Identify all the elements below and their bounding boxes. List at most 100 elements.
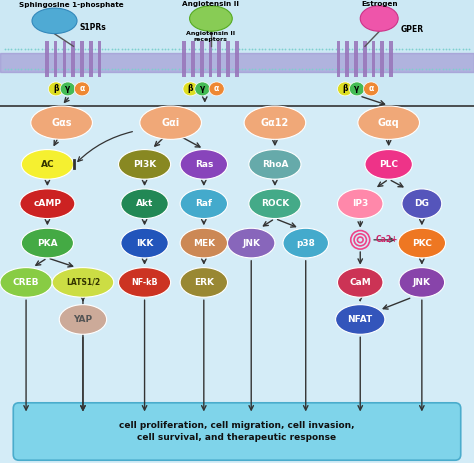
Bar <box>337 41 340 77</box>
Ellipse shape <box>140 106 201 139</box>
Ellipse shape <box>180 150 228 179</box>
Text: β: β <box>188 84 193 94</box>
Ellipse shape <box>118 268 171 297</box>
Text: JNK: JNK <box>413 278 431 287</box>
Ellipse shape <box>195 82 210 96</box>
Ellipse shape <box>21 150 73 179</box>
Text: Ca2+: Ca2+ <box>376 235 398 244</box>
Ellipse shape <box>183 82 198 96</box>
Ellipse shape <box>402 189 442 219</box>
Ellipse shape <box>74 82 90 96</box>
Bar <box>372 41 375 77</box>
Bar <box>98 41 101 77</box>
Text: γ: γ <box>65 84 71 94</box>
Bar <box>345 41 349 77</box>
Text: MEK: MEK <box>193 238 215 248</box>
Ellipse shape <box>0 268 52 297</box>
Text: Gαq: Gαq <box>378 118 400 128</box>
Text: Angiotensin II
receptors: Angiotensin II receptors <box>186 31 236 42</box>
Bar <box>45 41 49 77</box>
Ellipse shape <box>337 189 383 219</box>
Ellipse shape <box>180 268 228 297</box>
Ellipse shape <box>121 189 168 219</box>
Text: DG: DG <box>414 199 429 208</box>
Ellipse shape <box>337 82 353 96</box>
Bar <box>209 41 212 77</box>
Text: PKC: PKC <box>412 238 432 248</box>
Text: β: β <box>53 84 59 94</box>
Ellipse shape <box>31 106 92 139</box>
Bar <box>200 41 204 77</box>
Bar <box>71 41 75 77</box>
Text: PLC: PLC <box>379 160 398 169</box>
Ellipse shape <box>190 6 232 31</box>
Ellipse shape <box>209 82 224 96</box>
Text: β: β <box>342 84 348 94</box>
Text: PI3K: PI3K <box>133 160 156 169</box>
Ellipse shape <box>121 228 168 258</box>
Text: α: α <box>214 84 219 94</box>
Text: IP3: IP3 <box>352 199 368 208</box>
Text: γ: γ <box>200 84 205 94</box>
Bar <box>63 41 66 77</box>
Text: Angiotensin II: Angiotensin II <box>182 0 239 6</box>
Text: α: α <box>368 84 374 94</box>
Ellipse shape <box>249 189 301 219</box>
Bar <box>89 41 92 77</box>
Ellipse shape <box>20 189 75 219</box>
Text: Akt: Akt <box>136 199 153 208</box>
Ellipse shape <box>180 228 228 258</box>
Bar <box>380 41 384 77</box>
Text: GPER: GPER <box>401 25 424 34</box>
Ellipse shape <box>60 82 75 96</box>
FancyBboxPatch shape <box>0 0 474 106</box>
Text: AC: AC <box>41 160 54 169</box>
Text: Raf: Raf <box>195 199 212 208</box>
Ellipse shape <box>364 82 379 96</box>
Bar <box>182 41 186 77</box>
Text: S1PRs: S1PRs <box>79 23 106 32</box>
Text: ERK: ERK <box>194 278 214 287</box>
Ellipse shape <box>244 106 306 139</box>
Bar <box>235 41 239 77</box>
Text: α: α <box>79 84 85 94</box>
Bar <box>191 41 195 77</box>
Ellipse shape <box>283 228 328 258</box>
Ellipse shape <box>228 228 275 258</box>
Bar <box>54 41 57 77</box>
Ellipse shape <box>180 189 228 219</box>
Ellipse shape <box>337 268 383 297</box>
Text: cAMP: cAMP <box>33 199 62 208</box>
Ellipse shape <box>349 82 365 96</box>
Text: NF-kB: NF-kB <box>131 278 158 287</box>
Text: PKA: PKA <box>37 238 58 248</box>
Ellipse shape <box>365 150 412 179</box>
Text: NFAT: NFAT <box>347 315 373 324</box>
Ellipse shape <box>336 305 385 334</box>
Text: Estrogen: Estrogen <box>361 0 398 6</box>
FancyBboxPatch shape <box>13 403 461 460</box>
Ellipse shape <box>59 305 107 334</box>
Text: LATS1/2: LATS1/2 <box>66 278 100 287</box>
Text: cell proliferation, cell migration, cell invasion,
cell survival, and therapeuti: cell proliferation, cell migration, cell… <box>119 421 355 442</box>
FancyBboxPatch shape <box>0 106 474 463</box>
Ellipse shape <box>48 82 64 96</box>
Ellipse shape <box>360 6 398 31</box>
Text: CaM: CaM <box>349 278 371 287</box>
Text: ROCK: ROCK <box>261 199 289 208</box>
Ellipse shape <box>32 8 77 34</box>
Bar <box>226 41 230 77</box>
Text: CREB: CREB <box>13 278 39 287</box>
Text: Gα12: Gα12 <box>261 118 289 128</box>
Bar <box>389 41 393 77</box>
Text: Sphingosine 1-phosphate: Sphingosine 1-phosphate <box>19 2 124 8</box>
Text: IKK: IKK <box>136 238 153 248</box>
Text: YAP: YAP <box>73 315 92 324</box>
Bar <box>80 41 84 77</box>
Text: RhoA: RhoA <box>262 160 288 169</box>
Text: γ: γ <box>354 84 360 94</box>
Ellipse shape <box>399 268 445 297</box>
Ellipse shape <box>398 228 446 258</box>
Bar <box>354 41 358 77</box>
Text: JNK: JNK <box>242 238 260 248</box>
